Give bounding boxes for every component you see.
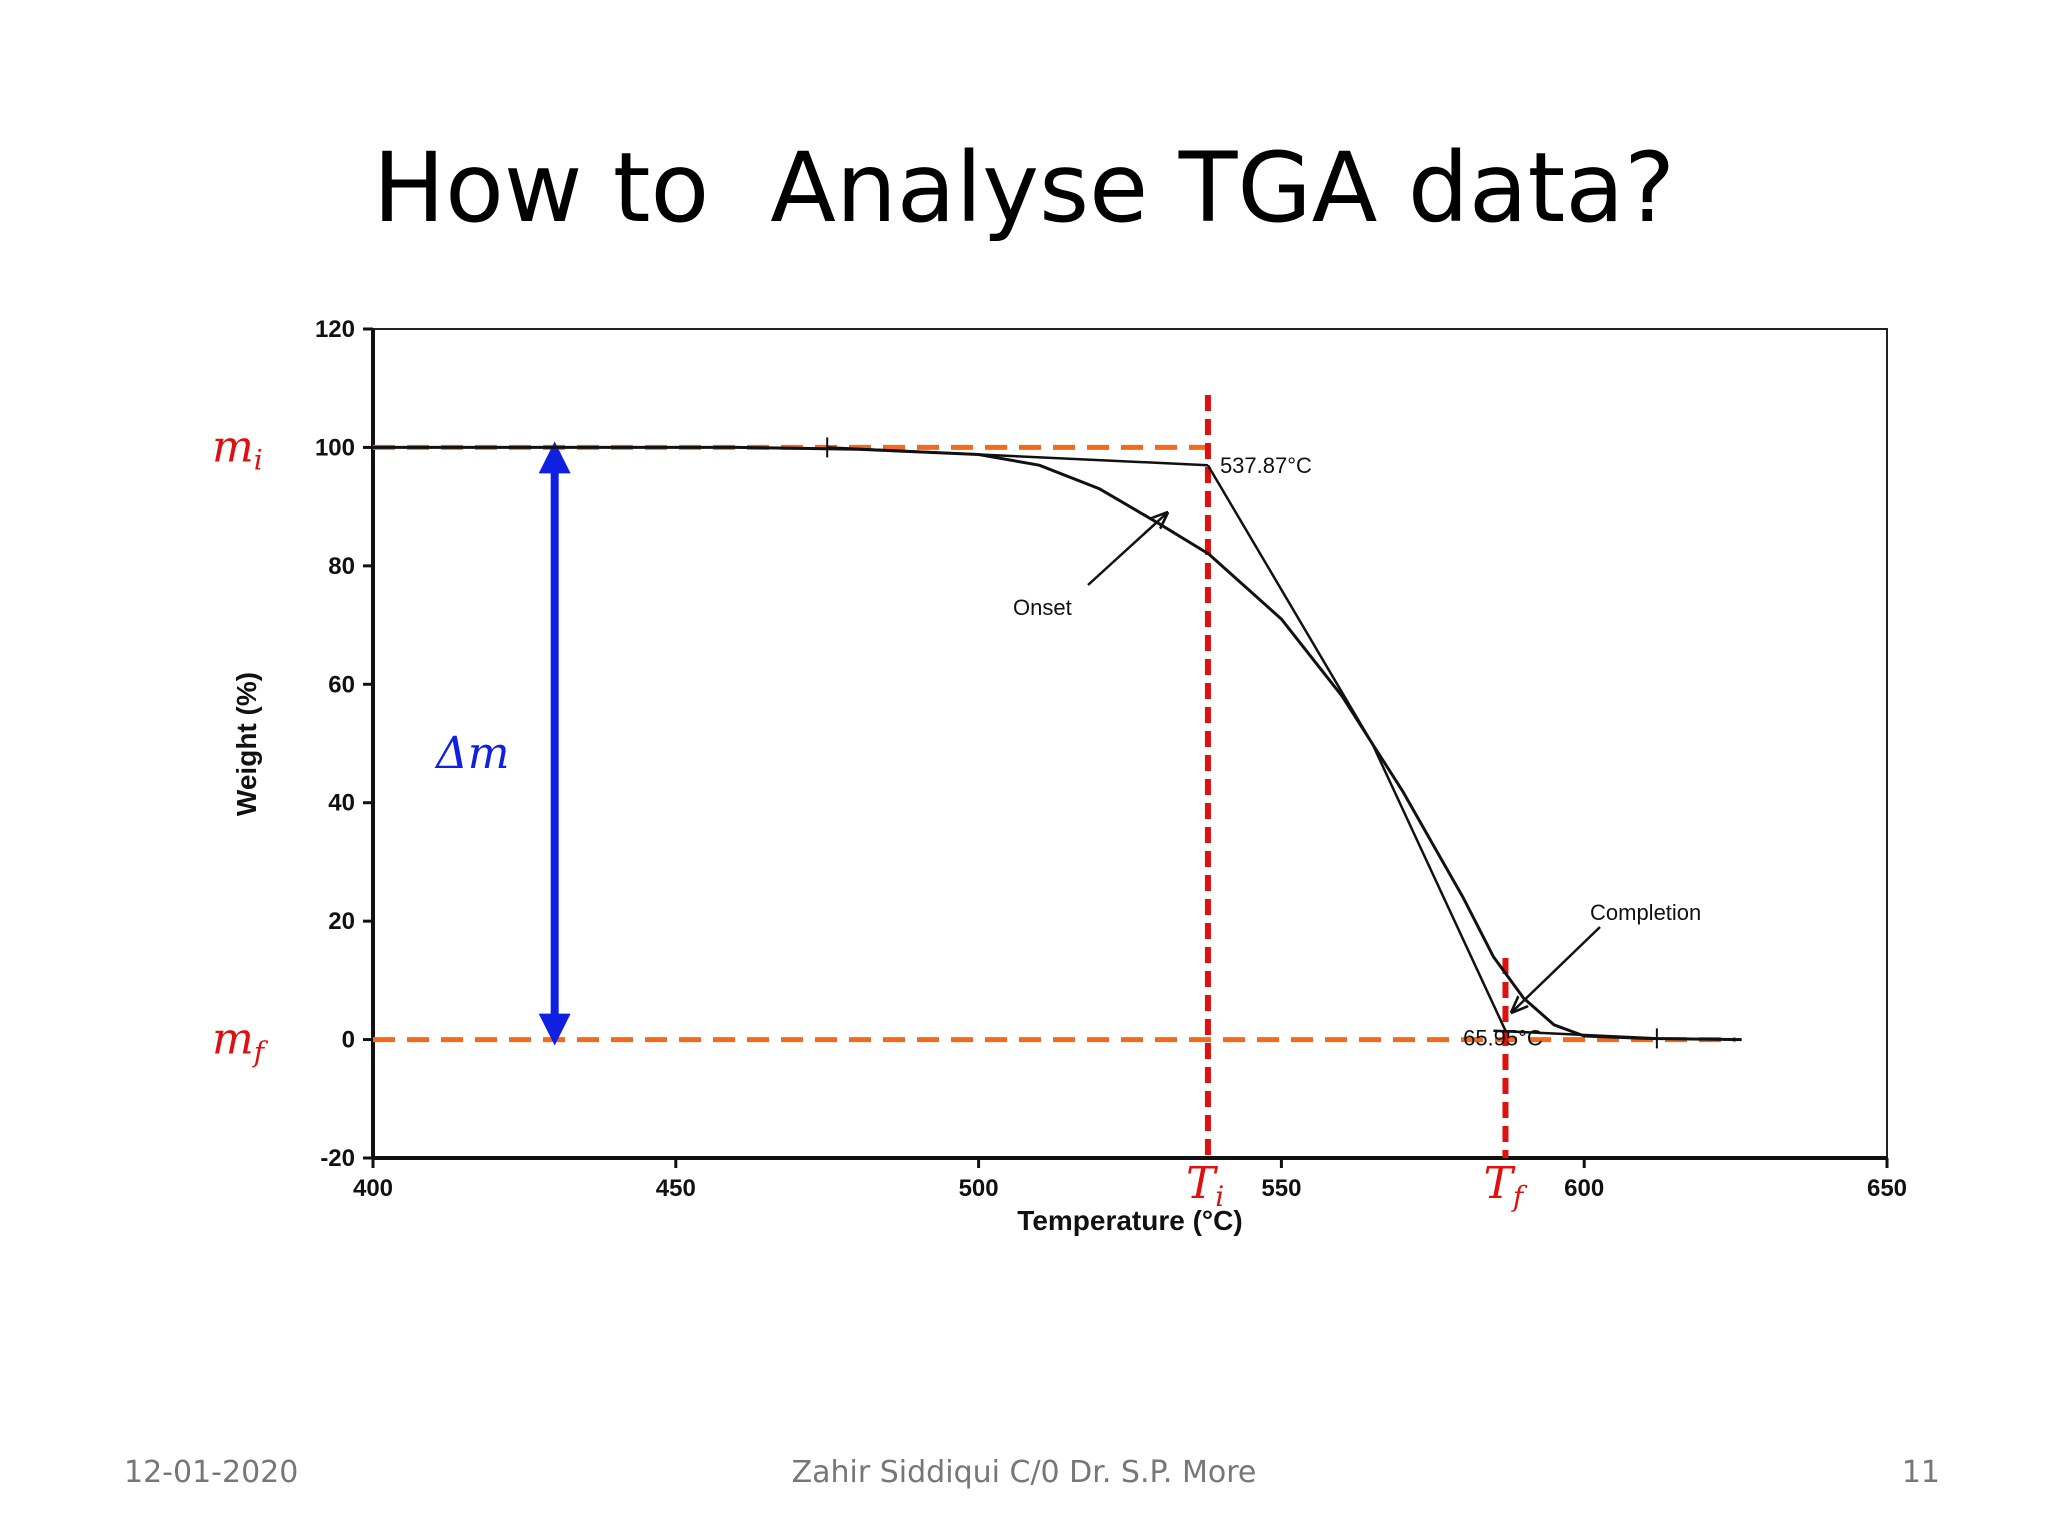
tangent-line <box>1206 464 1507 1032</box>
tf-label: Tf <box>1483 1158 1527 1213</box>
y-tick-label: 0 <box>342 1027 355 1054</box>
mi-label: mi <box>212 421 263 476</box>
footer-author: Zahir Siddiqui C/0 Dr. S.P. More <box>791 1455 1257 1490</box>
x-tick-label: 450 <box>656 1175 696 1202</box>
tangent-line <box>827 446 1208 467</box>
ti-label: Ti <box>1186 1158 1224 1213</box>
x-tick-label: 650 <box>1867 1175 1907 1202</box>
curves <box>373 437 1742 1049</box>
x-tick-label: 600 <box>1564 1175 1604 1202</box>
y-ticks: -20 0 20 40 60 80 100 120 <box>315 316 373 1172</box>
tangent-line <box>1493 1029 1657 1040</box>
page-number: 11 <box>1901 1455 1940 1490</box>
y-tick-label: 60 <box>328 671 355 698</box>
y-axis-title: Weight (%) <box>231 672 262 816</box>
x-axis-title: Temperature (°C) <box>1017 1205 1242 1236</box>
y-tick-label: 120 <box>315 316 355 343</box>
y-tick-label: -20 <box>320 1145 355 1172</box>
tga-curve <box>373 445 1742 1042</box>
x-tick-label: 550 <box>1261 1175 1301 1202</box>
completion-temp-label: 65.95°C <box>1463 1026 1543 1051</box>
footer-date: 12-01-2020 <box>124 1455 299 1490</box>
annotations: 537.87°C 65.95°C Onset Completion mi mf Ti Tf Δm <box>212 421 1701 1213</box>
y-tick-label: 80 <box>328 553 355 580</box>
x-tick-label: 400 <box>353 1175 393 1202</box>
onset-pointer <box>1087 513 1167 586</box>
y-tick-label: 100 <box>315 434 355 461</box>
plot-frame <box>372 328 1888 1159</box>
x-tick-label: 500 <box>959 1175 999 1202</box>
completion-pointer <box>1512 926 1601 1012</box>
onset-label: Onset <box>1013 595 1072 620</box>
slide-title: How to Analyse TGA data? <box>372 132 1676 244</box>
completion-label: Completion <box>1590 900 1701 925</box>
mf-label: mf <box>212 1014 269 1069</box>
onset-temp-label: 537.87°C <box>1220 453 1312 478</box>
delta-m-label: Δm <box>434 728 510 779</box>
y-tick-label: 20 <box>328 908 355 935</box>
y-tick-label: 40 <box>328 790 355 817</box>
x-ticks: 400 450 500 550 600 650 <box>353 1158 1907 1202</box>
